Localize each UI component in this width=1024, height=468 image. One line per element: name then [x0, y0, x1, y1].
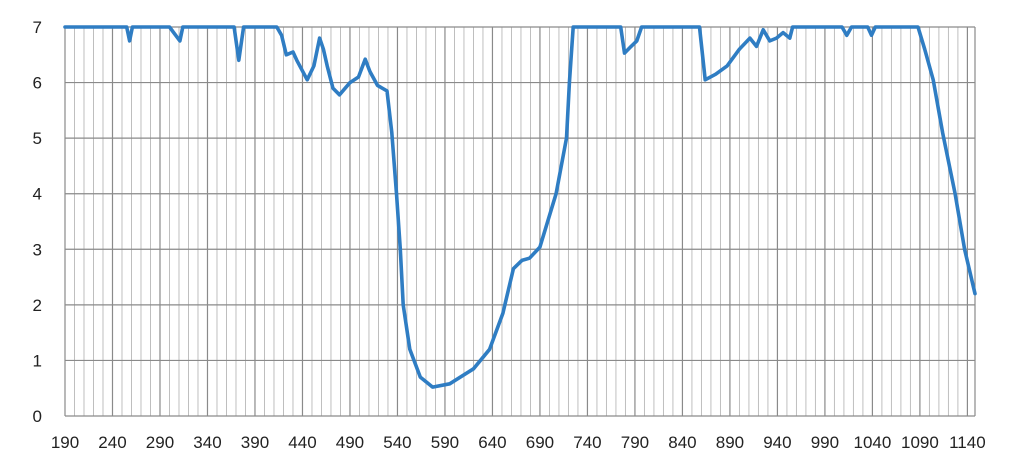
x-tick-label: 440 — [288, 433, 316, 452]
x-tick-label: 740 — [573, 433, 601, 452]
y-tick-label: 1 — [33, 351, 42, 370]
x-tick-label: 990 — [811, 433, 839, 452]
y-tick-label: 0 — [33, 407, 42, 426]
y-tick-label: 5 — [33, 129, 42, 148]
x-tick-label: 540 — [383, 433, 411, 452]
series-line — [63, 25, 977, 389]
x-tick-label: 940 — [763, 433, 791, 452]
x-tick-label: 490 — [336, 433, 364, 452]
x-tick-label: 190 — [51, 433, 79, 452]
x-tick-label: 340 — [193, 433, 221, 452]
grid — [64, 26, 976, 417]
x-tick-label: 1040 — [853, 433, 891, 452]
x-tick-label: 890 — [716, 433, 744, 452]
y-tick-label: 4 — [33, 185, 42, 204]
x-tick-label: 590 — [431, 433, 459, 452]
x-tick-label: 690 — [526, 433, 554, 452]
y-tick-label: 2 — [33, 296, 42, 315]
x-tick-label: 1090 — [901, 433, 939, 452]
y-tick-label: 3 — [33, 240, 42, 259]
x-tick-label: 640 — [478, 433, 506, 452]
y-tick-label: 6 — [33, 74, 42, 93]
x-tick-label: 390 — [241, 433, 269, 452]
x-tick-label: 290 — [146, 433, 174, 452]
y-tick-label: 7 — [33, 18, 42, 37]
y-axis: 0 1 2 3 4 5 6 7 — [33, 18, 42, 426]
x-tick-label: 1140 — [949, 433, 986, 452]
x-tick-label: 840 — [668, 433, 696, 452]
x-axis: 190 240 290 340 390 440 490 540 590 640 690 740 790 8… — [51, 433, 986, 452]
x-tick-label: 790 — [621, 433, 649, 452]
x-tick-label: 240 — [98, 433, 126, 452]
